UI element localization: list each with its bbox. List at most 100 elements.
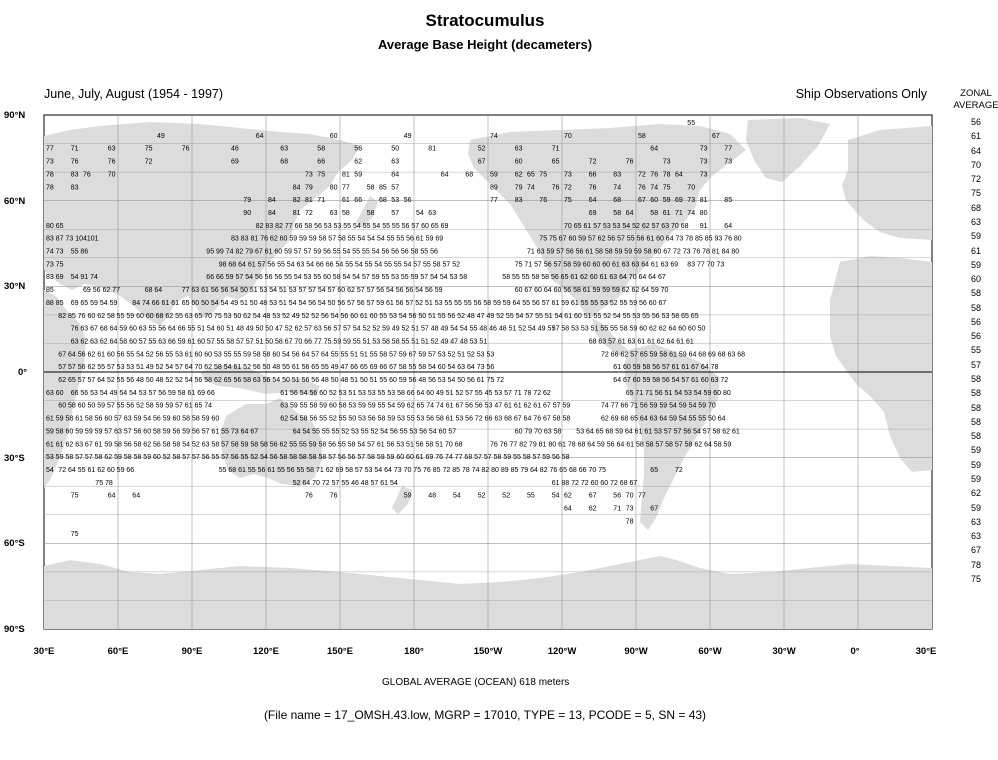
- grid-cell-value: 65 71 71 56 51 54 53 54 59 60 80: [626, 390, 731, 397]
- grid-cell-value: 67 64 56 62 61 60 56 55 54 52 56 55 53 6…: [58, 351, 494, 358]
- grid-cell-value: 88 85: [46, 300, 64, 307]
- grid-cell-value: 80: [700, 210, 708, 217]
- grid-cell-value: 83 87 73 104101: [46, 236, 99, 243]
- grid-cell-value: 81: [700, 197, 708, 204]
- grid-cell-value: 72 64 55 61 62 60 59 66: [58, 467, 134, 474]
- grid-cell-value: 82 85 76 60 62 58 55 59 60 60 68 62 55 6…: [58, 313, 698, 320]
- grid-cell-value: 64: [564, 506, 572, 513]
- grid-cell-value: 73: [700, 146, 708, 153]
- grid-cell-value: 76: [83, 171, 91, 178]
- grid-cell-value: 74: [613, 184, 621, 191]
- grid-cell-value: 79: [305, 184, 313, 191]
- grid-cell-value: 75 75 67 60 59 57 62 56 57 55 56 61 60 6…: [539, 236, 742, 243]
- grid-cell-value: 68: [465, 171, 473, 178]
- source-note: Ship Observations Only: [795, 87, 927, 101]
- grid-cell-value: 84: [268, 197, 276, 204]
- grid-cell-value: 77: [490, 197, 498, 204]
- grid-cell-value: 50: [391, 146, 399, 153]
- grid-cell-value: 75: [145, 146, 153, 153]
- lon-label-120e: 120°E: [253, 646, 279, 657]
- lon-label-90e: 90°E: [181, 646, 203, 657]
- grid-cell-value: 55: [527, 493, 535, 500]
- grid-cell-value: 75: [71, 531, 79, 538]
- grid-cell-value: 76: [330, 493, 338, 500]
- grid-cell-value: 75: [564, 197, 572, 204]
- grid-cell-value: 49: [404, 133, 412, 140]
- grid-cell-value: 57 57 56 62 55 57 53 53 51 49 52 54 57 6…: [58, 364, 494, 371]
- zonal-average-value: 75: [970, 573, 981, 584]
- lon-label-30w: 30°W: [772, 646, 796, 657]
- land-eurasia: [44, 122, 360, 326]
- zonal-average-value: 67: [970, 545, 981, 556]
- lon-label-0: 0°: [850, 646, 860, 657]
- grid-cell-value: 64: [675, 171, 683, 178]
- grid-cell-value: 54: [453, 493, 461, 500]
- period-label: June, July, August (1954 - 1997): [44, 87, 224, 101]
- grid-cell-value: 76: [626, 159, 634, 166]
- grid-cell-value: 59: [490, 171, 498, 178]
- grid-cell-value: 76: [182, 146, 190, 153]
- grid-cell-value: 85: [46, 287, 54, 294]
- grid-cell-value: 76: [589, 184, 597, 191]
- grid-cell-value: 61 56 54 56 60 52 53 51 53 53 55 53 58 6…: [280, 390, 551, 397]
- grid-cell-value: 84: [268, 210, 276, 217]
- grid-cell-value: 64: [589, 197, 597, 204]
- land-new-zealand: [392, 486, 412, 514]
- grid-cell-value: 72: [638, 171, 646, 178]
- grid-cell-value: 58: [317, 146, 325, 153]
- grid-cell-value: 67: [650, 506, 658, 513]
- lon-label-150w: 150°W: [473, 646, 503, 657]
- grid-cell-value: 60 67 60 64 60 56 58 61 59 59 59 62 62 6…: [515, 287, 669, 294]
- grid-cell-value: 56: [613, 493, 621, 500]
- grid-cell-value: 71: [675, 210, 683, 217]
- grid-cell-value: 62: [354, 159, 362, 166]
- grid-cell-value: 83: [613, 171, 621, 178]
- grid-cell-value: 74 77 66 71 56 59 59 54 59 54 59 70: [601, 403, 716, 410]
- grid-cell-value: 64: [724, 223, 732, 230]
- grid-cell-value: 67: [589, 493, 597, 500]
- grid-cell-value: 56: [354, 146, 362, 153]
- grid-cell-value: 71: [552, 146, 560, 153]
- grid-cell-value: 61 61 62 63 67 61 59 58 56 58 62 56 58 5…: [46, 441, 463, 448]
- grid-cell-value: 70: [108, 171, 116, 178]
- lat-label-equator: 0°: [18, 367, 28, 378]
- grid-cell-value: 72: [145, 159, 153, 166]
- grid-cell-value: 56: [404, 197, 412, 204]
- grid-cell-value: 78: [626, 518, 634, 525]
- zonal-average-value: 59: [970, 259, 981, 270]
- grid-cell-value: 58: [613, 210, 621, 217]
- grid-cell-value: 76 76 77 82 79 81 80 61 78 68 64 59 56 6…: [490, 441, 731, 448]
- grid-cell-value: 80 65: [46, 223, 64, 230]
- grid-cell-value: 73: [663, 159, 671, 166]
- grid-cell-value: 74: [687, 210, 695, 217]
- grid-cell-value: 81: [293, 210, 301, 217]
- grid-cell-value: 64: [650, 146, 658, 153]
- grid-cell-value: 64: [626, 210, 634, 217]
- grid-cell-value: 64: [108, 493, 116, 500]
- grid-cell-value: 66: [317, 159, 325, 166]
- zonal-average-header: ZONAL AVERAGE: [953, 88, 998, 111]
- map-grid: [44, 115, 932, 629]
- grid-cell-value: 66: [589, 171, 597, 178]
- grid-cell-value: 75: [317, 171, 325, 178]
- grid-cell-value: 54: [552, 493, 560, 500]
- grid-cell-value: 81: [305, 197, 313, 204]
- grid-cell-value: 64: [441, 171, 449, 178]
- zonal-average-value: 58: [970, 288, 981, 299]
- zonal-average-value: 75: [970, 188, 981, 199]
- grid-cell-value: 69: [231, 159, 239, 166]
- grid-cell-value: 67: [712, 133, 720, 140]
- zonal-average-value: 63: [970, 531, 981, 542]
- lon-label-150e: 150°E: [327, 646, 353, 657]
- grid-cell-value: 69: [589, 210, 597, 217]
- grid-cell-value: 59: [663, 197, 671, 204]
- grid-cell-value: 62 65 57 57 64 52 55 56 48 50 48 52 52 5…: [58, 377, 504, 384]
- grid-cell-value: 76: [552, 184, 560, 191]
- zonal-average-value: 68: [970, 202, 981, 213]
- grid-cell-value: 76: [71, 159, 79, 166]
- zonal-average-value: 58: [970, 388, 981, 399]
- grid-cell-value: 91: [700, 223, 708, 230]
- lon-label-30e-right: 30°E: [915, 646, 937, 657]
- grid-cell-value: 65: [552, 159, 560, 166]
- lon-label-60w: 60°W: [698, 646, 722, 657]
